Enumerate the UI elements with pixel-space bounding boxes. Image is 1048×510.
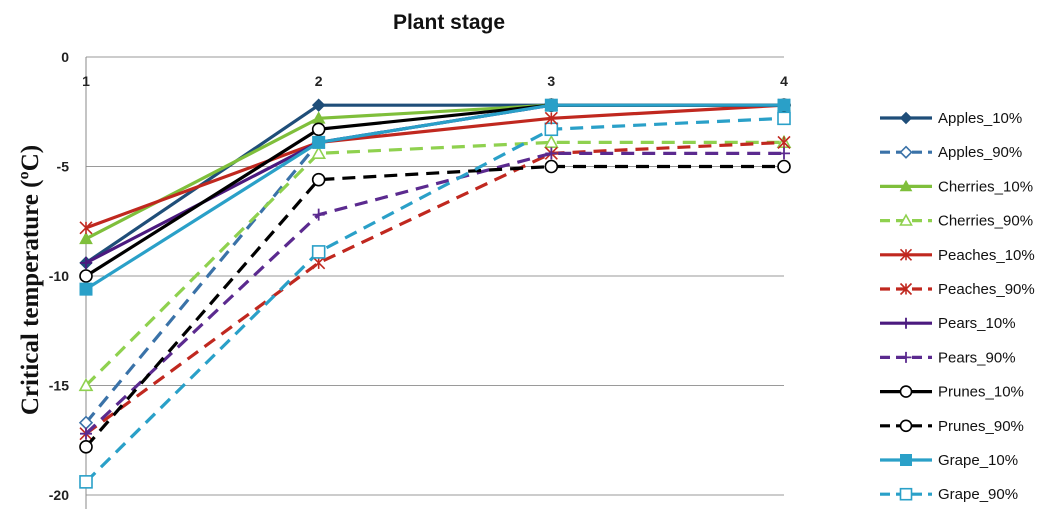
- data-point: [900, 351, 912, 363]
- data-point: [777, 159, 791, 174]
- data-point: [544, 98, 558, 112]
- data-point: [311, 245, 326, 259]
- data-point: [778, 147, 790, 160]
- legend: Apples_10% Apples_90% Cherries_10% Cherries…: [880, 110, 1035, 503]
- data-point: [777, 135, 791, 149]
- data-point: [79, 269, 93, 283]
- legend-label: Cherries_10%: [938, 178, 1033, 195]
- data-point: [79, 221, 93, 235]
- legend-label: Apples_90%: [938, 144, 1022, 161]
- data-point: [899, 282, 913, 296]
- data-point: [79, 231, 93, 245]
- series-line: [84, 151, 784, 435]
- data-point: [900, 317, 912, 329]
- data-point: [544, 122, 559, 137]
- y-axis-label: Critical temperature (ºC): [17, 145, 44, 415]
- legend-item: Prunes_90%: [880, 418, 1024, 435]
- series-line: [84, 164, 784, 448]
- data-point: [899, 419, 913, 433]
- legend-item: Cherries_90%: [880, 213, 1033, 230]
- series-peaches-90-: [79, 135, 791, 441]
- data-point: [899, 179, 913, 192]
- x-tick-label: 1: [82, 73, 90, 89]
- series-line: [85, 103, 785, 230]
- data-point: [899, 111, 913, 125]
- data-point: [311, 98, 326, 112]
- data-point: [544, 159, 559, 174]
- series-lines: [78, 98, 792, 489]
- legend-label: Prunes_10%: [938, 384, 1024, 401]
- series-cherries-10-: [79, 98, 791, 245]
- data-point: [78, 377, 94, 392]
- data-point: [312, 256, 326, 270]
- legend-label: Peaches_90%: [938, 281, 1035, 298]
- series-prunes-90-: [79, 159, 791, 454]
- legend-label: Cherries_90%: [938, 213, 1033, 230]
- data-point: [899, 487, 913, 501]
- data-point: [79, 282, 93, 296]
- data-point: [544, 111, 558, 125]
- y-tick-label: -20: [49, 487, 69, 503]
- data-point: [79, 475, 93, 489]
- tick-labels: 0 -5 -10 -15 -20 1 2 3 4: [49, 49, 788, 503]
- data-point: [79, 440, 93, 454]
- y-tick-label: -10: [49, 268, 69, 284]
- data-point: [899, 213, 913, 226]
- data-point: [311, 172, 326, 187]
- data-point: [899, 248, 913, 261]
- series-pears-90-: [80, 147, 790, 440]
- chart-title: Plant stage: [393, 11, 505, 34]
- y-tick-label: -15: [49, 378, 69, 394]
- legend-label: Grape_10%: [938, 452, 1018, 469]
- legend-item: Peaches_90%: [880, 281, 1035, 298]
- legend-item: Apples_90%: [880, 144, 1022, 161]
- data-point: [899, 385, 913, 398]
- data-point: [80, 256, 92, 269]
- y-tick-label: 0: [61, 49, 69, 65]
- legend-item: Grape_90%: [880, 486, 1018, 503]
- series-grape-10-: [79, 98, 791, 296]
- legend-item: Apples_10%: [880, 110, 1022, 127]
- legend-label: Pears_90%: [938, 349, 1016, 366]
- series-line: [84, 103, 784, 424]
- legend-label: Grape_90%: [938, 486, 1018, 503]
- data-point: [312, 208, 325, 221]
- data-point: [545, 147, 558, 160]
- y-tick-label: -5: [57, 159, 70, 175]
- data-point: [312, 135, 326, 149]
- data-point: [543, 134, 559, 149]
- legend-item: Grape_10%: [880, 452, 1018, 469]
- series-line: [85, 140, 785, 435]
- data-point: [311, 122, 326, 137]
- x-tick-label: 2: [315, 73, 323, 89]
- series-line: [84, 140, 784, 387]
- legend-item: Pears_10%: [880, 315, 1016, 332]
- series-line: [85, 103, 784, 291]
- legend-label: Prunes_90%: [938, 418, 1024, 435]
- legend-label: Apples_10%: [938, 110, 1022, 127]
- legend-label: Peaches_10%: [938, 247, 1035, 264]
- data-point: [900, 454, 912, 466]
- legend-item: Peaches_10%: [880, 247, 1035, 264]
- x-tick-label: 4: [780, 73, 788, 89]
- data-point: [777, 98, 791, 112]
- data-point: [899, 145, 913, 159]
- data-point: [311, 145, 327, 159]
- legend-item: Cherries_10%: [880, 178, 1033, 195]
- legend-item: Pears_90%: [880, 349, 1016, 366]
- legend-item: Prunes_10%: [880, 384, 1024, 401]
- legend-label: Pears_10%: [938, 315, 1016, 332]
- x-tick-label: 3: [547, 73, 555, 89]
- data-point: [777, 111, 791, 126]
- data-point: [80, 427, 92, 440]
